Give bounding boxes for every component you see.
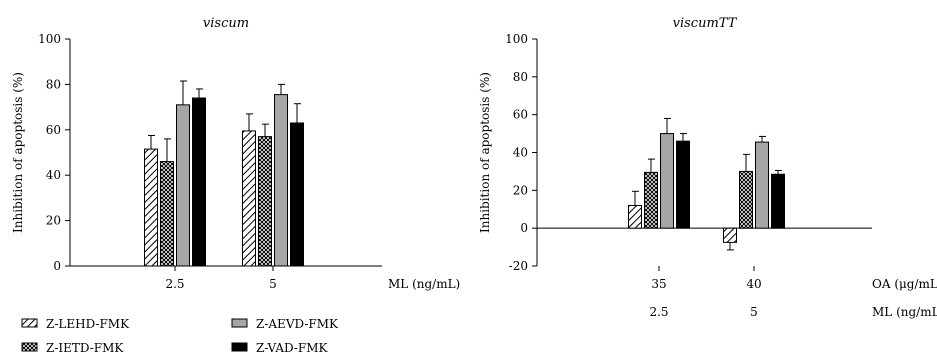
bar [176,104,190,267]
bar [258,136,272,267]
bar [242,130,256,267]
bar [144,148,158,267]
bar [628,204,642,229]
legend-label: Z-VAD-FMK [256,341,329,355]
y-tick-label: -20 [509,259,528,273]
y-tick-label: 100 [38,32,61,46]
panel-viscum: viscum 0 20 40 60 80 100 Inhibition of apoptosi… [11,16,460,291]
x-tick-label: 2.5 [649,305,668,319]
x-row-name: ML (ng/mL) [388,277,460,291]
bar [644,171,658,229]
legend-swatch [21,318,38,328]
x-tick-label: 2.5 [165,277,184,291]
bar [160,161,174,267]
bar [660,133,674,229]
x-tick-label: 40 [746,277,761,291]
x-tick-label: 5 [750,305,758,319]
y-axis-label: Inhibition of apoptosis (%) [478,72,492,233]
y-tick-label: 40 [513,146,528,160]
legend-label: Z-IETD-FMK [46,341,124,355]
bar [723,227,737,243]
bar [274,94,288,267]
legend-swatch [231,318,248,328]
chart-title: viscumTT [673,16,738,31]
x-tick-label: 35 [651,277,666,291]
y-tick-label: 0 [520,221,528,235]
y-axis-label: Inhibition of apoptosis (%) [11,72,25,233]
y-tick-label: 0 [53,259,61,273]
bar [192,97,206,267]
legend-label: Z-AEVD-FMK [256,317,339,331]
y-tick-label: 60 [513,108,528,122]
y-tick-label: 100 [505,32,528,46]
legend-swatch [21,342,38,352]
y-tick-label: 60 [46,123,61,137]
bar [290,122,304,267]
panel-viscumtt: viscumTT -20 0 20 40 60 80 100 Inhibition of apo… [478,16,937,319]
legend-swatch [231,342,248,352]
bar [739,170,753,229]
y-tick-label: 40 [46,168,61,182]
bar [676,140,690,229]
legend-label: Z-LEHD-FMK [46,317,130,331]
bar [755,141,769,229]
chart-title: viscum [203,16,249,31]
legend: Z-LEHD-FMK Z-AEVD-FMK Z-IETD-FMK Z-VAD-FMK [21,317,339,355]
x-row-name: OA (μg/mL) [872,277,937,291]
x-row-name: ML (ng/mL) [872,305,937,319]
x-tick-label: 5 [269,277,277,291]
bar [771,173,785,229]
y-tick-label: 80 [46,77,61,91]
y-tick-label: 20 [513,183,528,197]
y-tick-label: 20 [46,214,61,228]
y-tick-label: 80 [513,70,528,84]
